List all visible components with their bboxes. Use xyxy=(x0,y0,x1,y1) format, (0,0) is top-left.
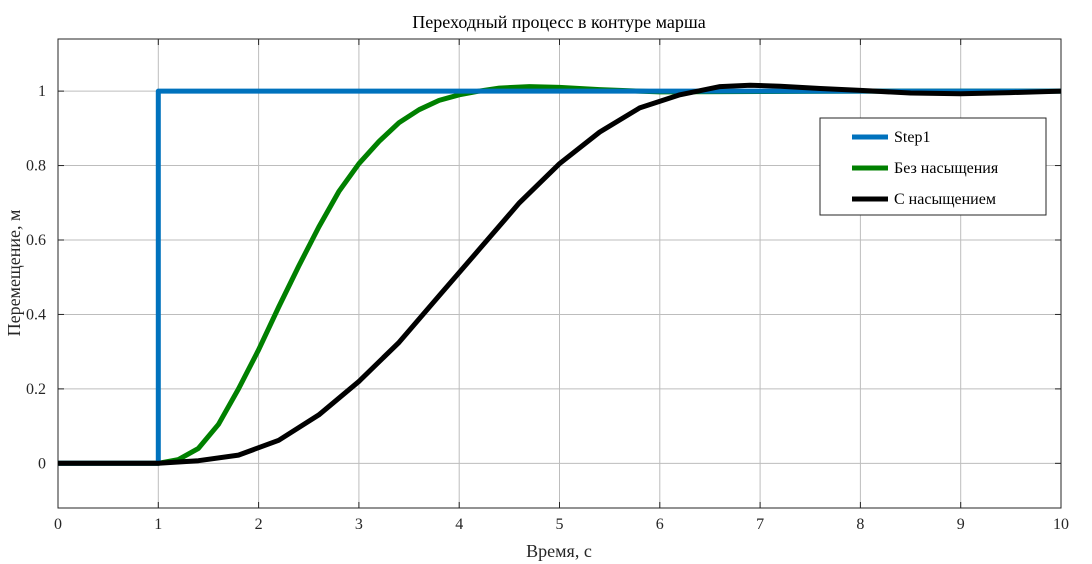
x-tick-label: 0 xyxy=(54,516,62,533)
legend-label-2: Без насыщения xyxy=(894,160,999,177)
x-tick-label: 7 xyxy=(756,516,764,533)
x-tick-label: 4 xyxy=(455,516,463,533)
y-tick-label: 1 xyxy=(38,83,46,100)
x-tick-label: 8 xyxy=(856,516,864,533)
x-tick-label: 3 xyxy=(355,516,363,533)
y-tick-label: 0.4 xyxy=(26,306,46,323)
x-tick-label: 5 xyxy=(556,516,564,533)
y-axis-label: Перемещение, м xyxy=(4,210,24,337)
x-tick-label: 10 xyxy=(1053,516,1069,533)
x-tick-label: 6 xyxy=(656,516,664,533)
plot-area: 0 1 2 3 4 5 6 7 8 9 10 0 0.2 0.4 0.6 0.8 1 Step1 Без насыщ… xyxy=(26,38,1069,533)
y-tick-label: 0.6 xyxy=(26,232,46,249)
legend-label-1: Step1 xyxy=(894,129,930,146)
chart-title: Переходный процесс в контуре марша xyxy=(412,12,705,32)
legend-label-3: С насыщением xyxy=(894,191,996,208)
x-tick-label: 2 xyxy=(255,516,263,533)
series-line-3 xyxy=(58,82,1062,466)
y-tick-label: 0.8 xyxy=(26,158,46,175)
y-tick-label: 0.2 xyxy=(26,381,46,398)
x-tick-label: 1 xyxy=(154,516,162,533)
y-tick-label: 0 xyxy=(38,455,46,472)
x-tick-label: 9 xyxy=(957,516,965,533)
x-axis-label: Время, с xyxy=(526,541,592,561)
